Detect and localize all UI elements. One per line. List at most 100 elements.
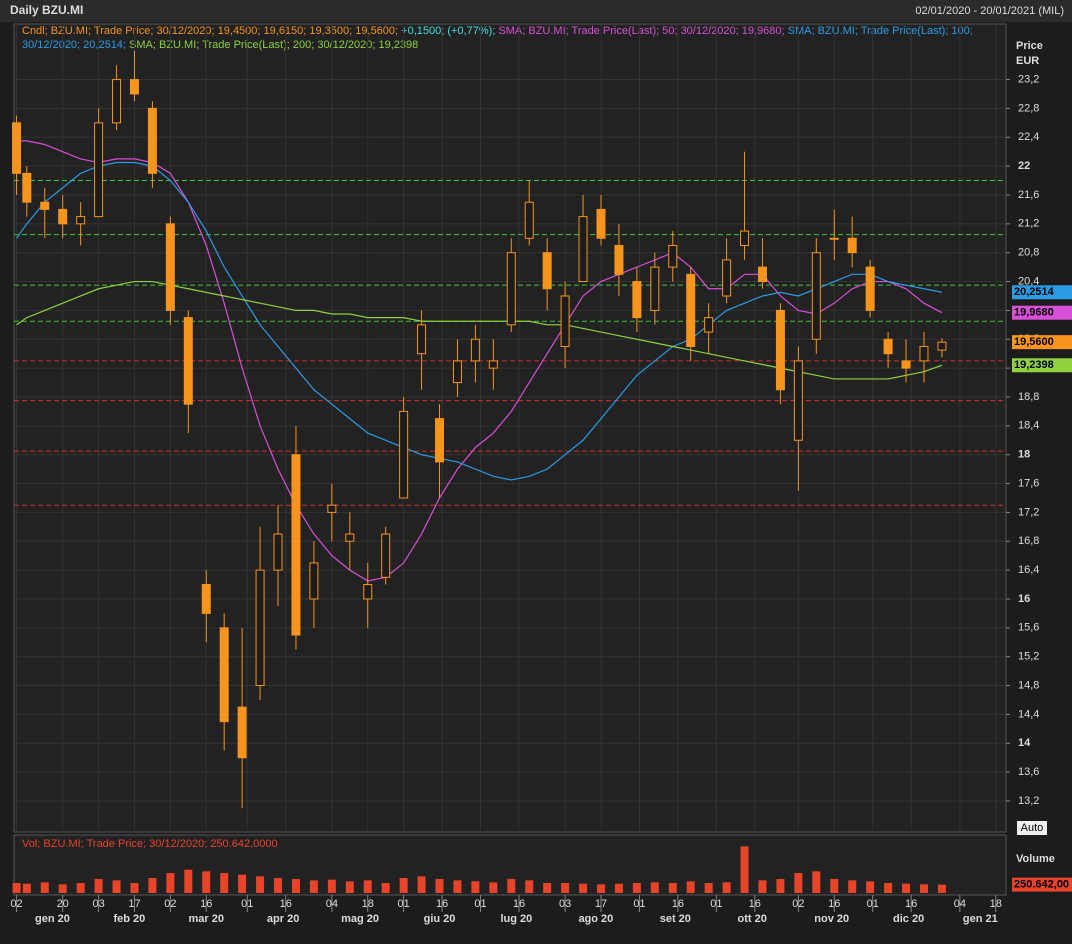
volume-bar xyxy=(937,884,946,893)
legend-entry: Cndl; BZU.MI; Trade Price; 30/12/2020; 1… xyxy=(22,25,398,37)
volume-bar xyxy=(453,880,462,893)
volume-bar xyxy=(274,878,283,893)
legend-entry: +0,1500; (+0,77%); xyxy=(401,25,495,37)
candle-body xyxy=(775,309,785,391)
candle-body xyxy=(291,454,301,636)
volume-bar xyxy=(830,879,839,893)
volume-legend: Vol; BZU.MI; Trade Price; 30/12/2020; 25… xyxy=(22,838,278,850)
x-tick-label: 02 xyxy=(164,898,176,910)
candle-body xyxy=(488,360,498,369)
y-tick-label: 14,8 xyxy=(1018,679,1039,691)
candle-body xyxy=(596,208,606,239)
candle-body xyxy=(381,533,391,578)
volume-bar xyxy=(435,879,444,893)
y-tick-label: 13,6 xyxy=(1018,766,1039,778)
legend-line: 30/12/2020; 20,2514; SMA; BZU.MI; Trade … xyxy=(22,39,418,51)
price-tag-label: 20,2514 xyxy=(1014,286,1055,298)
y-tick-label: 21,2 xyxy=(1018,218,1039,230)
y-tick-label: 17,2 xyxy=(1018,506,1039,518)
y-tick-label: 22 xyxy=(1018,160,1030,172)
x-tick-label: 16 xyxy=(672,898,684,910)
volume-bar xyxy=(471,881,480,893)
plot-area xyxy=(13,23,1007,833)
y-tick-label: 23,2 xyxy=(1018,73,1039,85)
price-tag-label: 19,2398 xyxy=(1014,359,1054,371)
x-tick-label: 16 xyxy=(513,898,525,910)
auto-button[interactable] xyxy=(1017,821,1047,835)
month-label: giu 20 xyxy=(424,913,456,925)
y-tick-label: 22,4 xyxy=(1018,131,1039,143)
month-label: apr 20 xyxy=(267,913,299,925)
volume-title: Volume xyxy=(1016,853,1055,865)
y-tick-label: 22,8 xyxy=(1018,102,1039,114)
y-tick-label: 15,2 xyxy=(1018,651,1039,663)
y-tick-label: 14 xyxy=(1018,737,1031,749)
y-tick-label: 16,4 xyxy=(1018,564,1039,576)
y-tick-label: 21,6 xyxy=(1018,189,1039,201)
date-range: 02/01/2020 - 20/01/2021 (MIL) xyxy=(915,5,1064,17)
volume-bar xyxy=(166,873,175,893)
candle-body xyxy=(506,252,516,326)
volume-bar xyxy=(722,882,731,893)
volume-bar xyxy=(327,879,336,893)
volume-bar xyxy=(184,869,193,893)
month-label: mag 20 xyxy=(341,913,379,925)
volume-bar xyxy=(507,879,516,893)
x-tick-label: 20 xyxy=(57,898,69,910)
candle-body xyxy=(255,569,265,687)
volume-bar xyxy=(12,883,21,893)
candle-body xyxy=(560,295,570,347)
auto-label[interactable]: Auto xyxy=(1021,822,1044,834)
volume-bar xyxy=(381,883,390,893)
volume-bar xyxy=(686,881,695,893)
x-tick-label: 16 xyxy=(749,898,761,910)
candle-body xyxy=(937,341,947,351)
candle-body xyxy=(129,79,139,95)
volume-bar xyxy=(399,878,408,893)
y-tick-label: 17,6 xyxy=(1018,477,1039,489)
candle-body xyxy=(578,216,588,283)
x-tick-label: 01 xyxy=(474,898,486,910)
volume-bar xyxy=(668,883,677,893)
volume-bar xyxy=(202,871,211,893)
candle-body xyxy=(273,533,283,571)
candle-body xyxy=(793,360,803,441)
x-tick-label: 02 xyxy=(792,898,804,910)
volume-bar xyxy=(22,883,31,893)
volume-bar xyxy=(76,883,85,893)
x-tick-label: 01 xyxy=(633,898,645,910)
sma-line xyxy=(16,140,943,582)
y-axis-unit: EUR xyxy=(1016,55,1039,67)
month-label: gen 20 xyxy=(35,913,70,925)
volume-bar xyxy=(417,876,426,893)
volume-bar xyxy=(596,884,605,893)
volume-bar xyxy=(704,883,713,893)
candle-body xyxy=(112,79,122,124)
month-label: set 20 xyxy=(660,913,691,925)
x-tick-label: 16 xyxy=(905,898,917,910)
chart-title: Daily BZU.MI xyxy=(10,3,83,17)
legend-entry: SMA; BZU.MI; Trade Price(Last); 100; xyxy=(788,25,973,37)
volume-bar xyxy=(740,846,749,893)
volume-bar xyxy=(543,883,552,893)
month-label: dic 20 xyxy=(893,913,924,925)
candle-body xyxy=(650,266,660,311)
volume-bar xyxy=(902,883,911,893)
candle-body xyxy=(632,281,642,319)
candle-body xyxy=(865,266,875,311)
sma-line xyxy=(16,161,943,481)
sma-line xyxy=(16,280,943,380)
volume-bar xyxy=(561,883,570,893)
candle-body xyxy=(147,107,157,174)
volume-tag-label: 250.642,00 xyxy=(1014,879,1069,891)
volume-bar xyxy=(650,882,659,893)
y-axis-title: Price xyxy=(1016,40,1043,52)
candle-body xyxy=(757,266,767,283)
legend-line: Cndl; BZU.MI; Trade Price; 30/12/2020; 1… xyxy=(22,25,973,37)
x-tick-label: 02 xyxy=(10,898,22,910)
candle-body xyxy=(704,317,714,333)
volume-tag xyxy=(1012,877,1072,892)
x-tick-label: 04 xyxy=(954,898,966,910)
candle-body xyxy=(452,360,462,384)
